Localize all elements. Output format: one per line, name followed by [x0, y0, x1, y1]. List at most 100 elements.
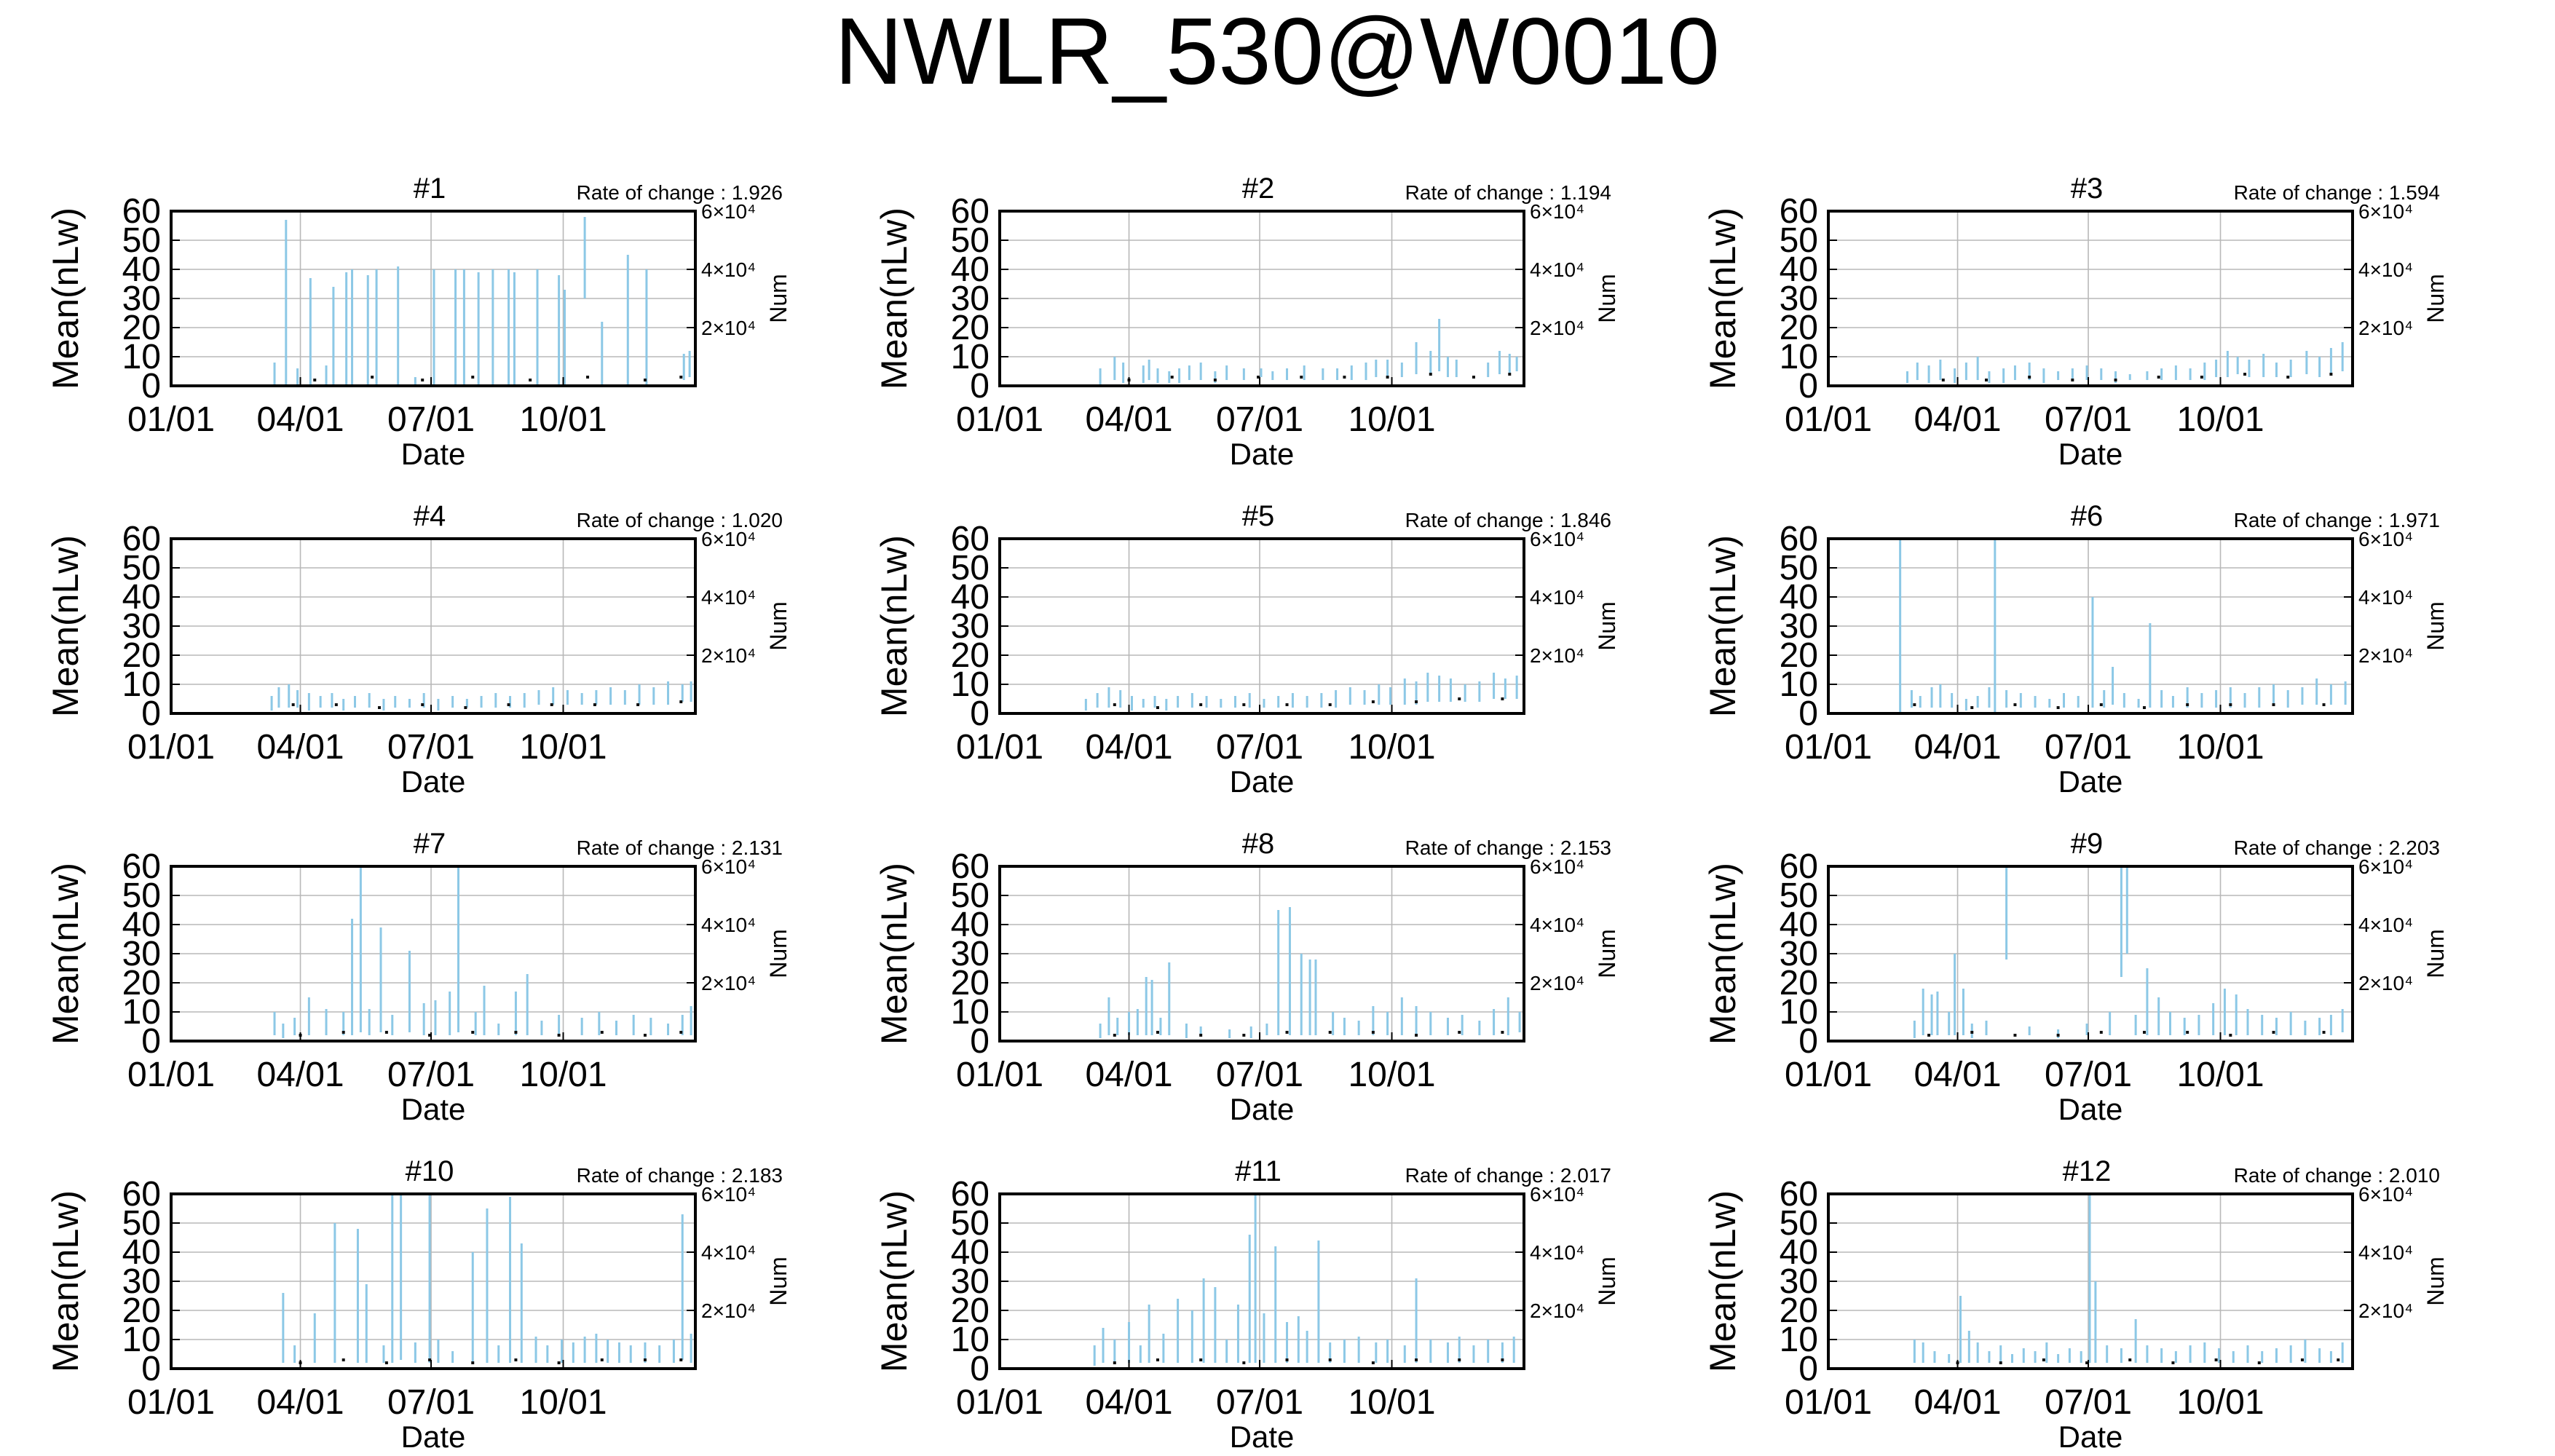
y2-tick-label: 6×10⁴	[701, 200, 756, 223]
y-tick-label: 30	[951, 280, 990, 318]
grid-lines	[1000, 539, 1524, 713]
num-marker	[1285, 1031, 1289, 1034]
num-marker	[514, 1358, 518, 1361]
x-tick-label: 01/01	[956, 1383, 1043, 1422]
y2-tick-label: 6×10⁴	[2358, 200, 2413, 223]
rate-of-change-label: Rate of change : 1.846	[1405, 509, 1611, 531]
x-tick-label: 01/01	[956, 400, 1043, 439]
num-marker	[2243, 373, 2247, 376]
num-marker	[2186, 703, 2189, 706]
x-tick-label: 04/01	[1914, 400, 2001, 439]
panel-title: #3	[2071, 173, 2104, 205]
x-tick-label: 10/01	[1348, 728, 1435, 767]
num-series	[1113, 1358, 1504, 1364]
num-marker	[1257, 376, 1260, 379]
num-marker	[471, 376, 475, 379]
num-marker	[2142, 706, 2146, 709]
y2-tick-label: 4×10⁴	[1530, 258, 1584, 281]
num-marker	[421, 379, 424, 381]
num-marker	[1170, 376, 1174, 379]
y2-tick-label: 2×10⁴	[1530, 972, 1584, 994]
num-marker	[2114, 379, 2117, 381]
mean-series	[1099, 907, 1521, 1038]
y-tick-label: 20	[951, 636, 990, 675]
y-tick-label: 0	[970, 367, 990, 405]
y-tick-label: 40	[122, 906, 161, 944]
y2-axis-label: Num	[765, 1257, 791, 1306]
num-marker	[384, 1031, 388, 1034]
x-tick-label: 10/01	[2176, 400, 2264, 439]
num-marker	[2257, 1361, 2261, 1364]
x-tick-label: 10/01	[2176, 1056, 2264, 1094]
num-marker	[1156, 1031, 1159, 1034]
x-tick-label: 01/01	[1785, 728, 1872, 767]
y-tick-label: 60	[1780, 847, 1818, 886]
num-marker	[1113, 1034, 1116, 1037]
x-tick-label: 07/01	[1216, 1056, 1303, 1094]
y-axis-label: Mean(nLw)	[45, 863, 86, 1045]
y-tick-label: 50	[951, 549, 990, 587]
rate-of-change-label: Rate of change : 2.183	[577, 1164, 783, 1187]
x-tick-label: 10/01	[1348, 1056, 1435, 1094]
num-marker	[1371, 1361, 1375, 1364]
y-tick-label: 40	[1780, 578, 1818, 617]
mean-series	[282, 1194, 692, 1363]
y-tick-label: 60	[951, 847, 990, 886]
rate-of-change-label: Rate of change : 1.926	[577, 181, 783, 204]
y-tick-label: 20	[122, 964, 161, 1002]
y-tick-label: 60	[122, 1175, 161, 1214]
y-tick-label: 20	[951, 1291, 990, 1330]
y-tick-label: 60	[951, 520, 990, 558]
x-tick-label: 04/01	[1914, 1056, 2001, 1094]
y-tick-label: 40	[951, 1233, 990, 1272]
num-marker	[1501, 1358, 1504, 1361]
x-tick-label: 01/01	[1785, 400, 1872, 439]
y-tick-label: 20	[1780, 1291, 1818, 1330]
mean-series	[273, 217, 691, 386]
num-marker	[1415, 1358, 1418, 1361]
x-tick-label: 10/01	[519, 1056, 607, 1094]
y-tick-label: 10	[951, 1321, 990, 1359]
y-tick-label: 40	[951, 906, 990, 944]
mean-series	[1899, 539, 2347, 713]
y-tick-label: 50	[122, 1204, 161, 1243]
grid-lines	[1828, 539, 2353, 713]
panel-title: #8	[1242, 828, 1275, 860]
y2-tick-label: 6×10⁴	[701, 1183, 756, 1206]
x-tick-label: 10/01	[519, 1383, 607, 1422]
y-axis-label: Mean(nLw)	[1702, 1190, 1743, 1372]
num-marker	[334, 703, 338, 706]
x-tick-label: 07/01	[1216, 728, 1303, 767]
num-marker	[341, 1031, 345, 1034]
num-marker	[2085, 1361, 2089, 1364]
y2-tick-label: 2×10⁴	[2358, 1299, 2413, 1322]
y-axis-label: Mean(nLw)	[45, 535, 86, 717]
x-tick-label: 07/01	[2045, 400, 2132, 439]
y-tick-label: 0	[141, 1350, 161, 1388]
y-axis-label: Mean(nLw)	[1702, 863, 1743, 1045]
num-marker	[1386, 376, 1389, 379]
num-series	[313, 376, 683, 381]
y-tick-label: 30	[951, 607, 990, 646]
x-tick-label: 04/01	[1914, 728, 2001, 767]
num-marker	[1927, 1034, 1931, 1037]
y-tick-label: 50	[1780, 1204, 1818, 1243]
x-tick-label: 04/01	[1085, 728, 1172, 767]
num-marker	[1156, 1358, 1159, 1361]
num-marker	[1285, 1358, 1289, 1361]
num-marker	[291, 703, 295, 706]
num-marker	[1199, 1034, 1203, 1037]
num-marker	[378, 706, 382, 709]
num-marker	[1501, 1031, 1504, 1034]
num-marker	[1999, 1361, 2002, 1364]
y-tick-label: 50	[1780, 221, 1818, 260]
num-marker	[643, 379, 647, 381]
num-marker	[1328, 703, 1332, 706]
y2-tick-label: 4×10⁴	[1530, 914, 1584, 936]
num-marker	[2056, 1034, 2060, 1037]
